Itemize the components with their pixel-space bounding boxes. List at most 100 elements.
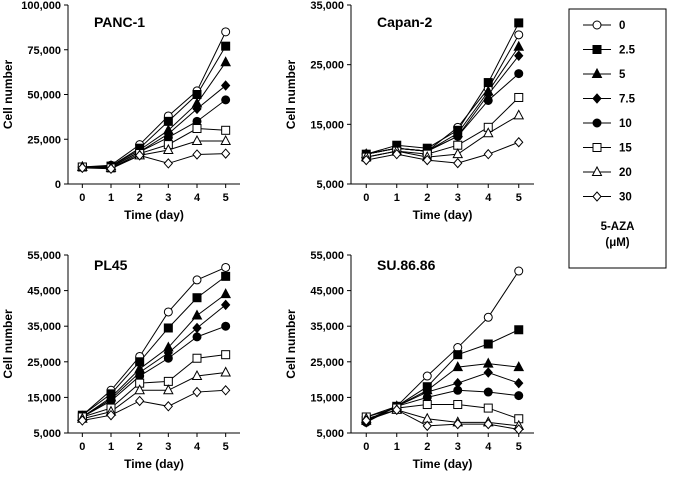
- data-point-5: [482, 357, 494, 368]
- data-point-2.5: [514, 325, 524, 335]
- data-point-30: [134, 150, 145, 161]
- x-tick-label: 3: [165, 192, 171, 204]
- series-line-0: [82, 267, 226, 416]
- data-point-20: [513, 109, 525, 120]
- data-point-10: [514, 391, 524, 401]
- data-point-7.5: [483, 367, 493, 378]
- legend-marker: [591, 67, 603, 78]
- chart-panel-2: 5,000 15,000 25,000 35,000 45,000 55,000 0 1 2 3 4…: [1, 250, 240, 471]
- series-line-0: [366, 270, 520, 418]
- legend-marker: [592, 118, 602, 128]
- y-tick-label: 50,000: [27, 90, 61, 102]
- data-point-2.5: [453, 350, 463, 360]
- data-point-7.5: [220, 80, 231, 91]
- x-tick-label: 2: [424, 441, 430, 453]
- data-point-30: [106, 163, 116, 175]
- legend-label: 2.5: [619, 45, 636, 57]
- data-point-15: [453, 400, 463, 410]
- series-line-10: [82, 325, 226, 418]
- data-point-2.5: [483, 339, 493, 349]
- data-point-30: [106, 409, 116, 421]
- x-tick-label: 2: [424, 192, 430, 204]
- data-point-20: [134, 384, 145, 395]
- data-point-7.5: [192, 322, 202, 334]
- legend-marker: [591, 165, 603, 176]
- series-line-0: [82, 31, 227, 168]
- series-line-2.5: [82, 275, 226, 416]
- y-tick-label: 15,000: [310, 119, 344, 131]
- y-tick-label: 0: [55, 179, 61, 191]
- data-point-30: [77, 415, 88, 426]
- data-point-10: [221, 321, 231, 331]
- data-point-5: [513, 361, 525, 372]
- legend-label: 30: [619, 192, 632, 204]
- data-point-0: [221, 27, 231, 37]
- y-tick-label: 35,000: [310, 0, 344, 12]
- x-tick-label: 1: [108, 441, 114, 453]
- x-axis-label: Time (day): [413, 457, 473, 471]
- x-tick-label: 0: [79, 192, 85, 204]
- data-point-15: [163, 376, 173, 386]
- chart-panel-0: 0 25,000 50,000 75,000 100,000 0 1 2 3 4 5 Time (da…: [1, 0, 240, 222]
- data-point-10: [483, 387, 493, 397]
- y-tick-label: 35,000: [27, 321, 61, 333]
- y-tick-label: 45,000: [27, 286, 61, 298]
- x-tick-label: 1: [394, 441, 400, 453]
- x-tick-label: 5: [223, 192, 229, 204]
- y-axis-label: Cell number: [284, 309, 298, 379]
- panel-title: SU.86.86: [377, 257, 436, 273]
- y-tick-label: 5,000: [33, 428, 61, 440]
- series-line-5: [366, 46, 520, 155]
- data-point-2.5: [483, 78, 493, 88]
- data-point-30: [514, 136, 524, 148]
- series-line-30: [82, 389, 226, 422]
- series-line-5: [82, 61, 227, 168]
- data-point-30: [192, 149, 202, 160]
- y-tick-label: 45,000: [310, 286, 344, 298]
- y-tick-label: 25,000: [27, 134, 61, 146]
- data-point-20: [163, 384, 174, 395]
- x-tick-label: 5: [516, 192, 522, 204]
- legend-label: 7.5: [619, 94, 636, 106]
- legend-label: 0: [619, 20, 625, 32]
- y-tick-label: 55,000: [27, 250, 61, 262]
- data-point-15: [514, 92, 524, 102]
- legend-marker: [592, 191, 602, 202]
- y-axis-label: Cell number: [1, 309, 15, 379]
- data-point-5: [513, 40, 525, 51]
- series-line-20: [82, 371, 226, 420]
- data-point-2.5: [163, 323, 173, 333]
- data-point-30: [422, 154, 432, 166]
- x-tick-label: 0: [79, 441, 85, 453]
- x-tick-label: 4: [194, 441, 201, 453]
- legend-title-line-1: 5-AZA: [601, 221, 635, 233]
- series-line-2.5: [366, 22, 520, 155]
- data-point-10: [514, 69, 524, 79]
- series-line-7.5: [366, 371, 519, 423]
- legend-marker: [592, 45, 602, 54]
- data-point-2.5: [221, 41, 231, 51]
- series-line-30: [82, 153, 226, 170]
- data-point-30: [163, 401, 174, 412]
- data-point-2.5: [192, 90, 202, 99]
- panel-title: PANC-1: [94, 14, 145, 30]
- data-point-0: [422, 371, 432, 381]
- data-point-0: [192, 275, 202, 285]
- y-tick-label: 55,000: [310, 250, 344, 262]
- data-point-30: [220, 148, 231, 159]
- data-point-5: [191, 309, 203, 320]
- x-tick-label: 4: [485, 441, 492, 453]
- data-point-30: [422, 420, 432, 432]
- series-line-7.5: [82, 304, 226, 418]
- legend-box: [568, 8, 667, 269]
- data-point-30: [514, 424, 524, 435]
- data-point-30: [483, 148, 493, 160]
- data-point-30: [392, 148, 402, 160]
- data-point-20: [452, 148, 464, 159]
- data-point-7.5: [514, 377, 524, 389]
- data-point-20: [163, 143, 174, 154]
- data-point-2.5: [221, 271, 231, 281]
- x-tick-label: 4: [485, 192, 492, 204]
- data-point-30: [453, 418, 463, 430]
- data-point-10: [453, 131, 463, 141]
